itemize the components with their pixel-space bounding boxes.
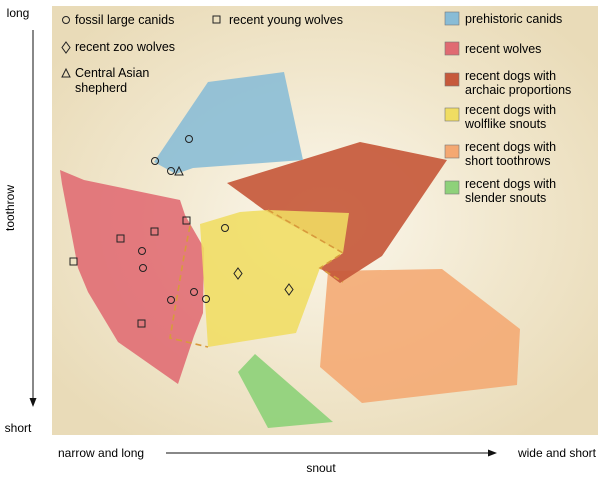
legend-group-label: recent dogs with — [465, 177, 556, 191]
legend-group-label: slender snouts — [465, 191, 546, 205]
x-axis-title: snout — [306, 461, 336, 475]
marker-fossil-large-canid — [190, 288, 198, 296]
legend-group-label: recent dogs with — [465, 69, 556, 83]
marker-recent-zoo-wolf — [233, 267, 243, 280]
legend-symbol-label: shepherd — [75, 81, 127, 95]
legend-swatch-wolflike-snouts — [444, 107, 460, 122]
region-prehistoric-canids — [154, 72, 303, 174]
group-legend: prehistoric canids recent wolves recent … — [444, 11, 571, 205]
marker-fossil-large-canid — [139, 264, 147, 272]
y-axis-arrowhead — [29, 398, 37, 407]
marker-recent-young-wolf — [150, 227, 159, 236]
legend-group-label: recent wolves — [465, 42, 541, 56]
marker-fossil-large-canid — [167, 167, 175, 175]
region-recent-dogs-short-toothrows — [320, 269, 520, 403]
legend-diamond-icon — [61, 41, 71, 54]
legend-circle-icon — [62, 16, 70, 24]
marker-recent-young-wolf — [69, 257, 78, 266]
legend-swatch-slender-snouts — [444, 180, 460, 195]
region-recent-dogs-archaic-proportions — [227, 142, 447, 283]
legend-swatch-prehistoric-canids — [444, 11, 460, 26]
x-axis-left-label: narrow and long — [58, 446, 144, 460]
legend-swatch-short-toothrows — [444, 144, 460, 159]
region-recent-dogs-slender-snouts — [238, 354, 333, 428]
marker-recent-zoo-wolf — [284, 283, 294, 296]
marker-fossil-large-canid — [138, 247, 146, 255]
specimen-markers — [69, 135, 294, 328]
legend-swatch-archaic-proportions — [444, 72, 460, 87]
marker-fossil-large-canid — [221, 224, 229, 232]
marker-fossil-large-canid — [185, 135, 193, 143]
legend-square-icon — [212, 15, 221, 24]
legend-group-label: short toothrows — [465, 154, 550, 168]
legend-group-label: prehistoric canids — [465, 12, 562, 26]
y-axis-top-label: long — [7, 6, 30, 20]
legend-group-label: archaic proportions — [465, 83, 571, 97]
marker-central-asian-shepherd — [174, 165, 184, 176]
region-recent-dogs-wolflike-snouts — [200, 210, 349, 347]
y-axis-bottom-label: short — [5, 421, 32, 435]
marker-fossil-large-canid — [167, 296, 175, 304]
legend-symbol-label: Central Asian — [75, 66, 149, 80]
legend-symbol-label: fossil large canids — [75, 13, 174, 27]
legend-group-label: recent dogs with — [465, 140, 556, 154]
marker-fossil-large-canid — [151, 157, 159, 165]
legend-symbol-label: recent young wolves — [229, 13, 343, 27]
marker-fossil-large-canid — [202, 295, 210, 303]
legend-group-label: wolflike snouts — [464, 117, 546, 131]
y-axis-title: toothrow — [3, 185, 17, 231]
x-axis-right-label: wide and short — [517, 446, 597, 460]
marker-recent-young-wolf — [182, 216, 191, 225]
marker-recent-young-wolf — [137, 319, 146, 328]
x-axis-arrowhead — [488, 449, 497, 457]
legend-triangle-icon — [61, 67, 71, 78]
legend-swatch-recent-wolves — [444, 41, 460, 56]
marker-recent-young-wolf — [116, 234, 125, 243]
legend-symbol-label: recent zoo wolves — [75, 40, 175, 54]
legend-group-label: recent dogs with — [465, 103, 556, 117]
region-recent-wolves — [60, 170, 204, 384]
region-overlap-dashed-outline — [267, 209, 345, 283]
symbol-legend: fossil large canids recent young wolves … — [61, 13, 343, 95]
region-overlap-dashed-outline — [169, 225, 209, 348]
